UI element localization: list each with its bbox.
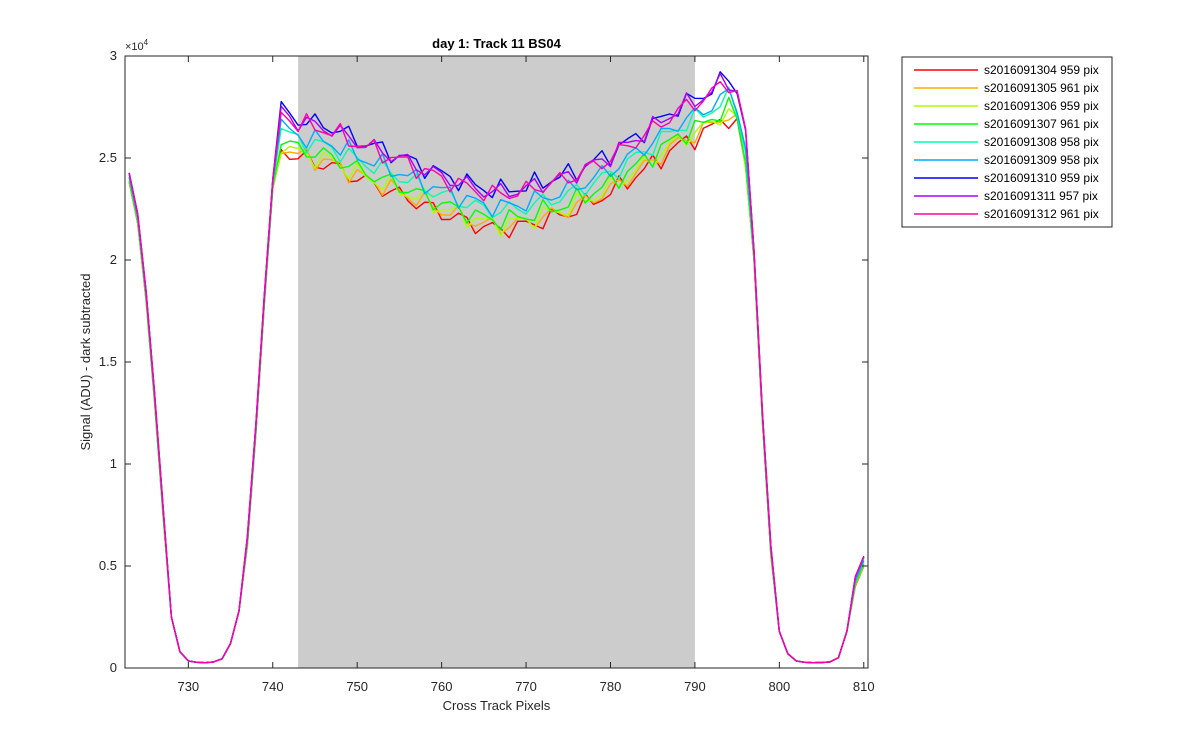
y-tick-label: 1.5 <box>99 354 117 369</box>
y-axis-exponent: ×104 <box>125 38 149 53</box>
legend-entry: s2016091308 958 pix <box>984 135 1099 149</box>
x-tick-label: 810 <box>853 679 875 694</box>
y-axis-label: Signal (ADU) - dark subtracted <box>78 273 93 450</box>
legend-entry: s2016091311 957 pix <box>984 189 1098 203</box>
y-tick-label: 3 <box>110 48 117 63</box>
x-axis-label: Cross Track Pixels <box>443 698 551 713</box>
series-lines <box>128 71 865 664</box>
y-tick-label: 2.5 <box>99 150 117 165</box>
x-tick-label: 730 <box>177 679 199 694</box>
series-line-9 <box>128 80 865 664</box>
x-tick-label: 790 <box>684 679 706 694</box>
legend-entry: s2016091312 961 pix <box>984 207 1099 221</box>
y-tick-label: 2 <box>110 252 117 267</box>
x-tick-label: 770 <box>515 679 537 694</box>
y-tick-label: 1 <box>110 456 117 471</box>
x-tick-label: 780 <box>600 679 622 694</box>
legend: s2016091304 959 pix s2016091305 961 pix s2… <box>901 56 1113 228</box>
y-axis-exponent-power: 4 <box>144 38 149 47</box>
y-axis-exponent-base: ×10 <box>125 41 144 53</box>
y-axis-ticks: 0 0.5 1 1.5 2 2.5 3 <box>99 48 868 675</box>
x-axis-ticks: 730 740 750 760 770 780 790 800 810 <box>177 56 875 694</box>
legend-entry: s2016091305 961 pix <box>984 81 1099 95</box>
x-tick-label: 800 <box>768 679 790 694</box>
x-tick-label: 750 <box>346 679 368 694</box>
y-tick-label: 0.5 <box>99 558 117 573</box>
x-tick-label: 760 <box>431 679 453 694</box>
legend-entry: s2016091304 959 pix <box>984 63 1099 77</box>
legend-entry: s2016091309 958 pix <box>984 153 1099 167</box>
x-tick-label: 740 <box>262 679 284 694</box>
plot-area: 730 740 750 760 770 780 790 800 810 0 0.5 1 1.5 2 2.5… <box>99 48 875 694</box>
legend-entry: s2016091310 959 pix <box>984 171 1099 185</box>
legend-entry: s2016091306 959 pix <box>984 99 1099 113</box>
chart-title: day 1: Track 11 BS04 <box>432 36 561 51</box>
y-tick-label: 0 <box>110 660 117 675</box>
legend-entry: s2016091307 961 pix <box>984 117 1099 131</box>
